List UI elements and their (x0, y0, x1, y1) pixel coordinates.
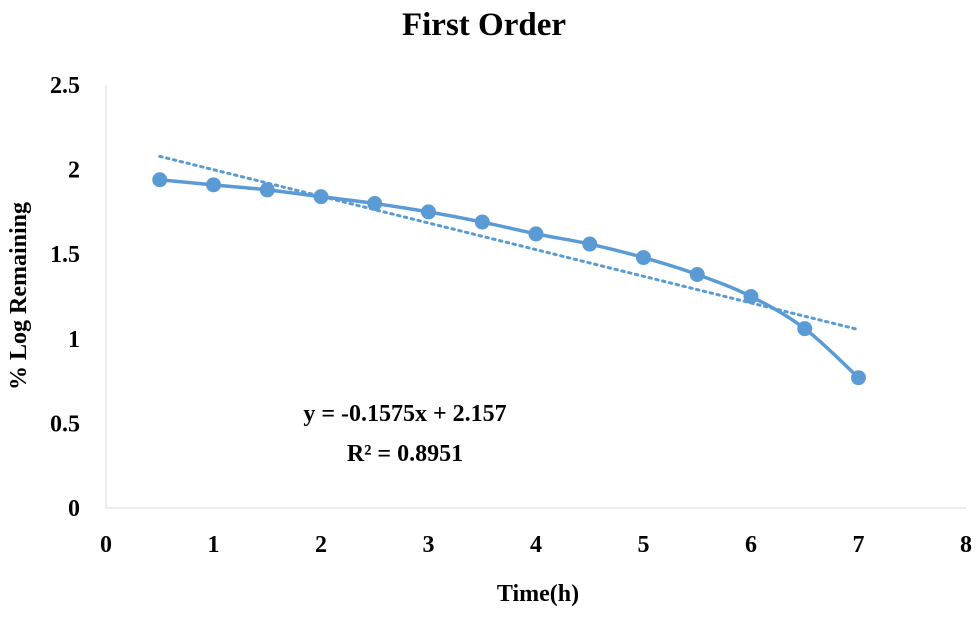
x-axis-label: Time(h) (497, 581, 579, 607)
trendline-r2: R² = 0.8951 (347, 441, 463, 467)
data-point (636, 250, 651, 266)
data-point (421, 204, 436, 220)
y-tick-label: 1.5 (50, 242, 80, 268)
data-point (259, 182, 275, 198)
data-point (367, 195, 383, 211)
x-tick-label: 3 (423, 532, 435, 558)
trendline (158, 154, 860, 332)
x-tick-labels: 0 1 2 3 4 5 6 7 8 (100, 532, 972, 558)
data-point (851, 370, 866, 386)
x-tick-label: 7 (853, 532, 865, 558)
x-tick-label: 2 (315, 532, 327, 558)
x-tick-label: 5 (638, 532, 650, 558)
chart-title: First Order (402, 7, 566, 43)
data-point (743, 289, 759, 304)
data-point (528, 226, 544, 242)
data-point (474, 214, 490, 230)
axes (105, 85, 966, 509)
y-tick-label: 2 (68, 158, 80, 184)
y-axis-label: % Log Remaining (6, 202, 32, 390)
series-line (159, 178, 860, 380)
data-point (689, 267, 705, 283)
x-tick-label: 1 (208, 532, 220, 558)
y-tick-label: 1 (68, 327, 80, 353)
y-tick-label: 0 (68, 496, 80, 522)
y-tick-label: 2.5 (50, 73, 80, 99)
x-tick-label: 0 (100, 532, 112, 558)
trendline-equation: y = -0.1575x + 2.157 (303, 401, 506, 427)
data-points (152, 172, 866, 386)
x-tick-label: 8 (960, 532, 972, 558)
data-point (797, 321, 813, 337)
x-tick-label: 6 (745, 532, 757, 558)
data-point (206, 177, 221, 193)
data-point (152, 172, 168, 188)
data-point (313, 189, 329, 205)
x-tick-label: 4 (530, 532, 542, 558)
y-tick-labels: 0 0.5 1 1.5 2 2.5 (50, 73, 80, 522)
y-tick-label: 0.5 (50, 411, 80, 437)
data-point (582, 236, 598, 252)
